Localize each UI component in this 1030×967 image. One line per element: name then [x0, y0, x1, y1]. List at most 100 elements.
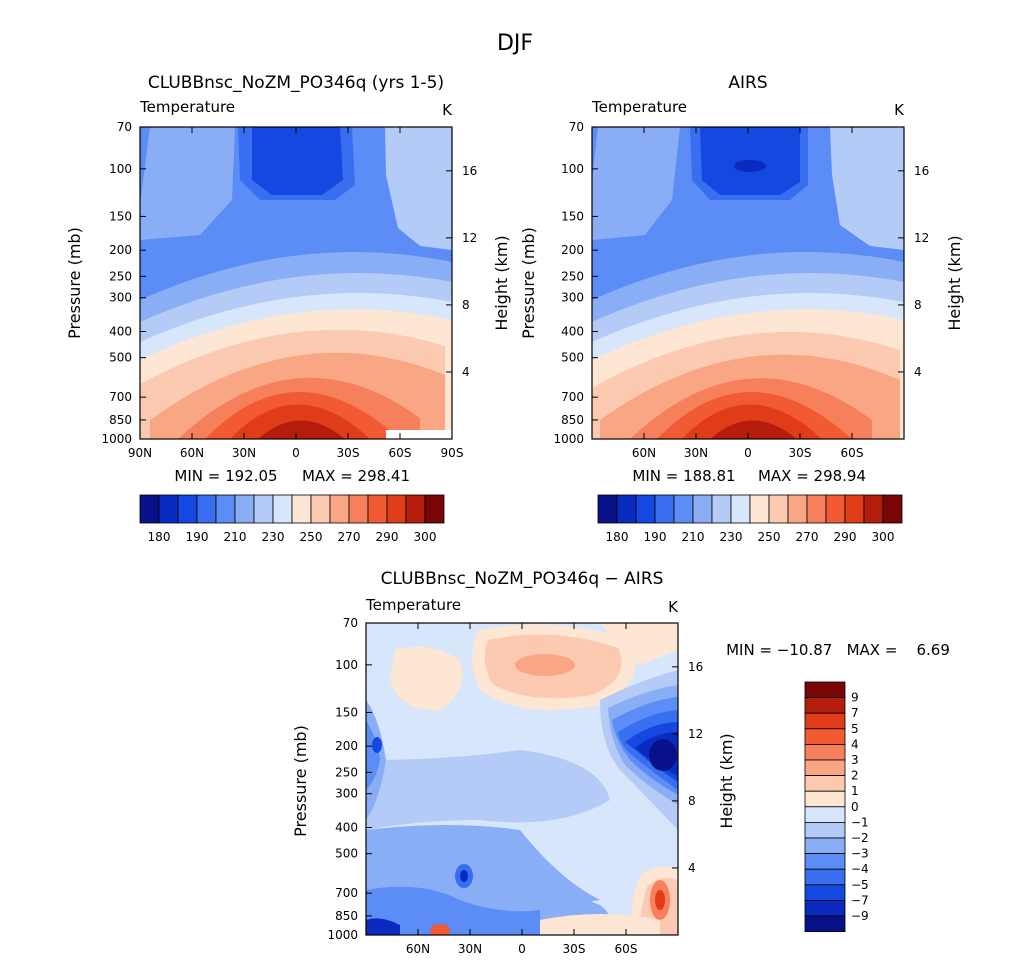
- colorbar-swatch: [196, 494, 217, 524]
- lat-tick-label: 60S: [615, 942, 638, 956]
- colorbar-swatch: [405, 494, 426, 524]
- pressure-tick-label: 850: [109, 413, 132, 427]
- pressure-tick-label: 500: [335, 847, 358, 861]
- colorbar-swatch: [787, 494, 808, 524]
- colorbar-swatch: [177, 494, 198, 524]
- pressure-tick-label: 850: [561, 413, 584, 427]
- height-tick-label: 12: [462, 231, 477, 245]
- colorbar-label: 4: [851, 737, 859, 751]
- colorbar-label: 180: [606, 530, 629, 544]
- pressure-tick-label: 70: [117, 120, 132, 134]
- pressure-tick-label: 850: [335, 909, 358, 923]
- lat-tick-label: 30N: [232, 446, 256, 460]
- colorbar-label: −2: [851, 831, 869, 845]
- lat-tick-label: 60N: [632, 446, 656, 460]
- panel-model-min: MIN = 192.05: [174, 467, 277, 485]
- colorbar-swatch: [692, 494, 713, 524]
- colorbar-label: 3: [851, 753, 859, 767]
- panel-diff: CLUBBnsc_NoZM_PO346q − AIRS Temperature …: [291, 569, 950, 956]
- colorbar-swatch: [804, 915, 846, 933]
- panel-model-units: K: [442, 101, 453, 119]
- lat-tick-label: 60S: [389, 446, 412, 460]
- colorbar-swatch: [139, 494, 160, 524]
- panel-model-ylabel: Pressure (mb): [65, 227, 84, 339]
- pressure-tick-label: 700: [335, 886, 358, 900]
- colorbar-label: 300: [872, 530, 895, 544]
- panel-model-lat-ticks: 90N 60N 30N 0 30S 60S 90S: [128, 127, 463, 460]
- colorbar-label: 230: [262, 530, 285, 544]
- pressure-tick-label: 1000: [327, 928, 358, 942]
- colorbar-label: 300: [414, 530, 437, 544]
- height-tick-label: 8: [914, 298, 922, 312]
- lat-tick-label: 30S: [337, 446, 360, 460]
- colorbar-swatch: [730, 494, 751, 524]
- colorbar-swatch: [424, 494, 445, 524]
- panel-model-height-ticks: 16 12 8 4: [446, 164, 477, 379]
- lat-tick-label: 60S: [841, 446, 864, 460]
- panel-diff-lat-ticks: 60N 30N 0 30S 60S: [406, 623, 638, 956]
- colorbar-swatch: [825, 494, 846, 524]
- pressure-tick-label: 250: [335, 765, 358, 779]
- colorbar-swatch: [673, 494, 694, 524]
- pressure-tick-label: 150: [335, 705, 358, 719]
- lat-tick-label: 30N: [458, 942, 482, 956]
- colorbar-swatch: [804, 884, 846, 901]
- panel-model-ylabel-right: Height (km): [492, 235, 511, 330]
- height-tick-label: 12: [688, 727, 703, 741]
- colorbar-swatch: [768, 494, 789, 524]
- colorbar-swatch: [597, 494, 618, 524]
- panel-diff-height-ticks: 16 12 8 4: [672, 660, 703, 875]
- pressure-tick-label: 400: [109, 324, 132, 338]
- colorbar-label: 0: [851, 800, 859, 814]
- colorbar-swatch: [215, 494, 236, 524]
- panel-model-title: CLUBBnsc_NoZM_PO346q (yrs 1-5): [148, 73, 444, 93]
- panel-diff-ylabel: Pressure (mb): [291, 725, 310, 837]
- colorbar-label: 230: [720, 530, 743, 544]
- lat-tick-label: 30N: [684, 446, 708, 460]
- lat-tick-label: 30S: [789, 446, 812, 460]
- pressure-tick-label: 200: [109, 243, 132, 257]
- colorbar-swatch: [234, 494, 255, 524]
- colorbar-label: 290: [834, 530, 857, 544]
- panel-obs-title: AIRS: [728, 73, 767, 93]
- colorbar-label: 250: [300, 530, 323, 544]
- panel-obs-units: K: [894, 101, 905, 119]
- colorbar-swatch: [367, 494, 388, 524]
- panel-model-contours: [140, 127, 452, 439]
- colorbar-swatch: [329, 494, 350, 524]
- height-tick-label: 12: [914, 231, 929, 245]
- colorbar-swatch: [272, 494, 293, 524]
- pressure-tick-label: 300: [109, 291, 132, 305]
- pressure-tick-label: 250: [109, 269, 132, 283]
- colorbar-label: −9: [851, 909, 869, 923]
- panel-obs-height-ticks: 16 12 8 4: [898, 164, 929, 379]
- pressure-tick-label: 100: [109, 162, 132, 176]
- colorbar-label: 1: [851, 784, 859, 798]
- colorbar-swatch: [804, 822, 846, 839]
- colorbar-swatch: [804, 868, 846, 886]
- colorbar-swatch: [806, 494, 827, 524]
- panel-model-max: MAX = 298.41: [302, 467, 410, 485]
- colorbar-label: 190: [186, 530, 209, 544]
- panel-obs-min: MIN = 188.81: [632, 467, 735, 485]
- lat-tick-label: 0: [292, 446, 300, 460]
- colorbar-swatch: [804, 775, 846, 792]
- height-tick-label: 8: [688, 794, 696, 808]
- pressure-tick-label: 1000: [553, 432, 584, 446]
- pressure-tick-label: 200: [561, 243, 584, 257]
- colorbar-swatch: [882, 494, 903, 524]
- panel-diff-pressure-ticks: 70 100 150 200 250 300 400 500 700 850 1000: [327, 616, 372, 942]
- colorbar-swatch: [158, 494, 179, 524]
- pressure-tick-label: 150: [109, 209, 132, 223]
- panel-diff-ylabel-right: Height (km): [717, 733, 736, 828]
- panel-obs-max: MAX = 298.94: [758, 467, 866, 485]
- colorbar-label: 5: [851, 722, 859, 736]
- height-tick-label: 4: [914, 365, 922, 379]
- panel-diff-variable: Temperature: [365, 596, 461, 614]
- panel-diff-contours: [366, 623, 678, 935]
- colorbar-swatch: [291, 494, 312, 524]
- colorbar-label: 180: [148, 530, 171, 544]
- colorbar-swatch: [749, 494, 770, 524]
- pressure-tick-label: 400: [561, 324, 584, 338]
